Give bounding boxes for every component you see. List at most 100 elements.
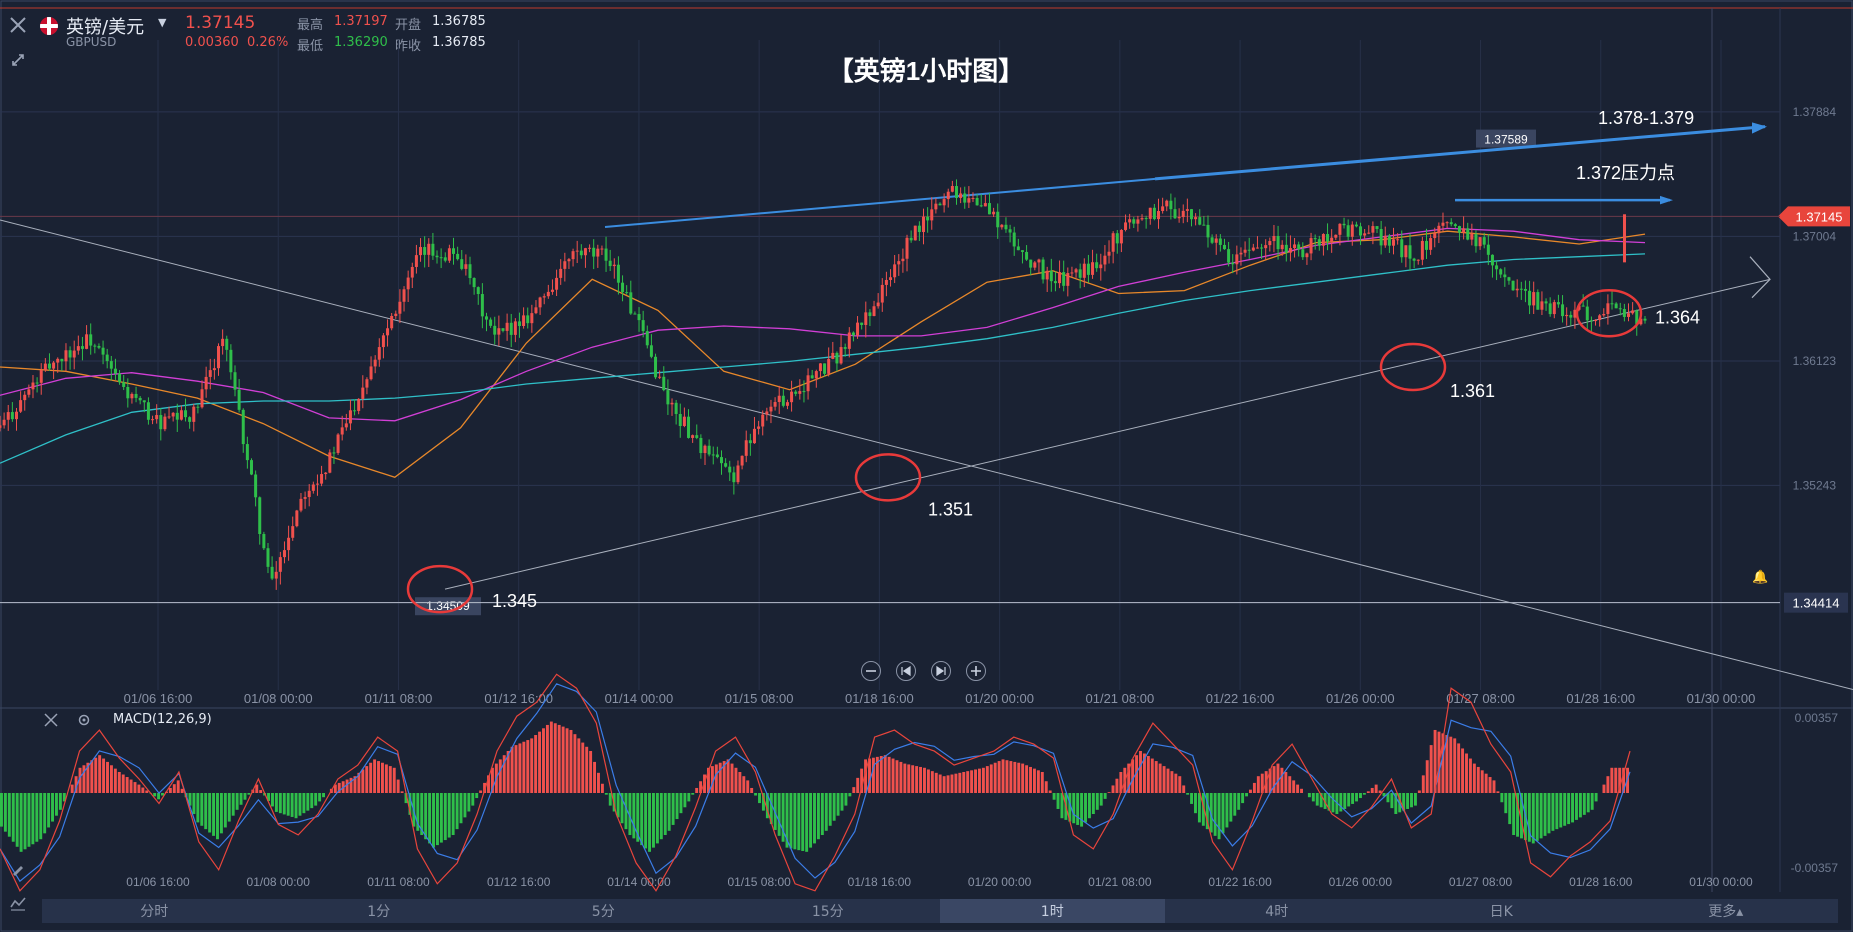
macd-histogram-bar [1146, 756, 1150, 793]
tf-fenshi[interactable]: 分时 [140, 904, 169, 920]
macd-close-icon[interactable] [41, 710, 61, 730]
candle-body [1552, 302, 1556, 315]
macd-histogram-bar [1260, 773, 1264, 793]
tf-more[interactable]: 更多▴ [1708, 904, 1744, 920]
pencil-icon[interactable] [5, 856, 31, 882]
candle-body [922, 216, 926, 233]
indicator-icon[interactable] [5, 890, 31, 916]
macd-histogram-bar [518, 743, 522, 793]
macd-histogram-bar [675, 793, 679, 820]
macd-histogram-bar [475, 793, 479, 799]
macd-histogram-bar [840, 793, 844, 811]
candle-body [1268, 241, 1272, 246]
expand-icon[interactable] [5, 47, 31, 73]
tf-4h[interactable]: 4时 [1265, 904, 1289, 920]
macd-histogram-bar [267, 793, 271, 801]
y-tick-label: 1.37884 [1793, 105, 1837, 119]
candle-body [64, 350, 68, 362]
macd-histogram-bar [985, 766, 989, 793]
candle-body [567, 259, 571, 262]
candle-body [270, 566, 274, 579]
tf-15m[interactable]: 15分 [811, 904, 844, 920]
macd-histogram-bar [1555, 793, 1559, 830]
macd-histogram-bar [667, 793, 671, 831]
candle-body [142, 400, 146, 403]
macd-histogram-bar [483, 782, 487, 793]
macd-histogram-bar [687, 793, 691, 802]
macd-signal-line [0, 673, 1631, 892]
macd-histogram-bar [589, 750, 593, 793]
macd-histogram-bar [1186, 793, 1190, 795]
candle-body [1548, 303, 1552, 315]
macd-settings-icon[interactable] [74, 710, 94, 730]
macd-histogram-bar [1197, 793, 1201, 823]
macd-histogram-bar [801, 793, 805, 851]
macd-histogram-bar [809, 793, 813, 848]
close-icon[interactable] [5, 12, 31, 38]
macd-histogram-bar [463, 793, 467, 818]
candle-body [1478, 237, 1482, 247]
macd-histogram-bar [868, 758, 871, 793]
candle-body [237, 389, 241, 410]
step-back-button[interactable] [894, 659, 918, 683]
x-tick-label: 01/20 00:00 [965, 691, 1034, 706]
candle-body [765, 411, 769, 415]
macd-histogram-bar [1040, 771, 1044, 793]
macd-histogram-bar [1127, 763, 1131, 793]
candle-body [1165, 200, 1169, 207]
macd-histogram-bar [742, 776, 746, 793]
macd-histogram-bar [1272, 766, 1276, 793]
macd-histogram-bar [510, 746, 514, 793]
prev-close-label: 昨收 [395, 39, 422, 54]
support-circle [1575, 289, 1643, 338]
candle-body [1247, 249, 1251, 251]
candle-body [1396, 239, 1400, 241]
tf-1m[interactable]: 1分 [367, 904, 391, 920]
macd-histogram-bar [231, 793, 235, 816]
candle-body [1627, 313, 1631, 317]
candle-body [1371, 226, 1375, 233]
candle-body [307, 490, 311, 498]
macd-histogram-bar [15, 793, 19, 847]
candle-body [68, 350, 72, 358]
macd-histogram-bar [7, 793, 11, 837]
macd-histogram-bar [903, 763, 907, 793]
macd-histogram-bar [349, 777, 353, 793]
macd-histogram-bar [408, 793, 412, 815]
macd-histogram-bar [337, 782, 341, 793]
open-label: 开盘 [395, 18, 422, 33]
macd-histogram-bar [789, 793, 793, 849]
macd-histogram-bar [538, 731, 542, 793]
candle-body [1338, 223, 1342, 235]
candle-body [695, 435, 699, 438]
high-value: 1.37197 [334, 14, 388, 29]
candle-body [1412, 258, 1416, 261]
candle-body [14, 411, 18, 420]
tf-daily[interactable]: 日K [1489, 904, 1513, 920]
macd-x-tick-label: 01/11 08:00 [367, 875, 430, 889]
alert-bell-icon[interactable]: 🔔 [1752, 570, 1769, 585]
macd-histogram-bar [1453, 738, 1457, 793]
tf-1h[interactable]: 1时 [940, 899, 1165, 923]
macd-histogram-bar [377, 761, 380, 793]
zoom-in-button[interactable] [964, 659, 988, 683]
macd-histogram-bar [1492, 780, 1496, 793]
step-forward-button[interactable] [929, 659, 953, 683]
candle-body [740, 455, 744, 466]
candle-body [1210, 237, 1214, 243]
macd-histogram-bar [1382, 793, 1386, 797]
symbol-name[interactable]: 英镑/美元 [66, 17, 145, 38]
tf-5m[interactable]: 5分 [591, 904, 615, 920]
macd-histogram-bar [1115, 778, 1119, 793]
macd-histogram-bar [1551, 793, 1555, 831]
candle-body [1363, 233, 1367, 236]
candle-body [315, 483, 319, 485]
candle-body [72, 350, 76, 358]
macd-histogram-bar [1095, 793, 1099, 810]
macd-histogram-bar [39, 793, 43, 840]
macd-histogram-bar [997, 761, 1001, 793]
chevron-down-icon[interactable]: ▼ [158, 16, 167, 29]
zoom-out-button[interactable] [859, 659, 883, 683]
macd-histogram-bar [1300, 788, 1303, 793]
